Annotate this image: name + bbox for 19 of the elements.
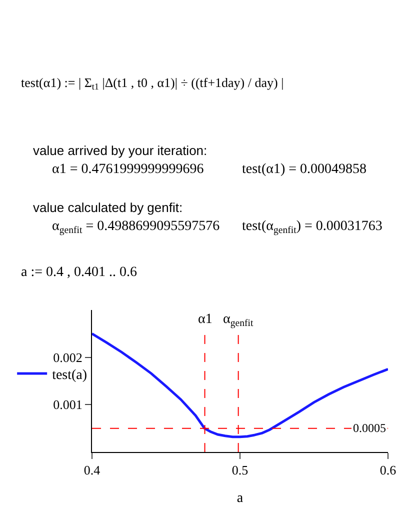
x-tick-label: 0.5 — [232, 462, 248, 478]
text: α1 = 0.4761999999999696 — [52, 162, 204, 177]
text: test(α$_{genfit}$) = 0.00031763 — [242, 219, 382, 236]
ref-line-label: α1 — [198, 312, 212, 327]
ref-line-label: α$_{genfit}$ — [223, 312, 254, 329]
text: value calculated by genfit: — [33, 200, 183, 215]
legend-label: test(a) — [52, 368, 88, 383]
text: value arrived by your iteration: — [33, 143, 208, 158]
text: α$_{genfit}$ = 0.4988699095597576 — [52, 219, 220, 236]
ref-line-label: 0.0005 — [353, 421, 386, 435]
text: a := 0.4 , 0.401 .. 0.6 — [21, 265, 137, 280]
text: test(α1) = 0.00049858 — [242, 162, 366, 177]
x-tick-label: 0.6 — [380, 462, 397, 478]
line-series — [92, 332, 388, 438]
x-tick-label: 0.4 — [84, 462, 101, 478]
y-tick-label: 0.002 — [53, 350, 82, 365]
y-tick-label: 0.001 — [53, 397, 82, 412]
text: test(α1) := | Σ$_{t1}$ |Δ(t1 , t0 , α1)| ÷ ((tf+1day) / day) | — [21, 75, 284, 92]
x-axis-title: a — [236, 490, 244, 506]
